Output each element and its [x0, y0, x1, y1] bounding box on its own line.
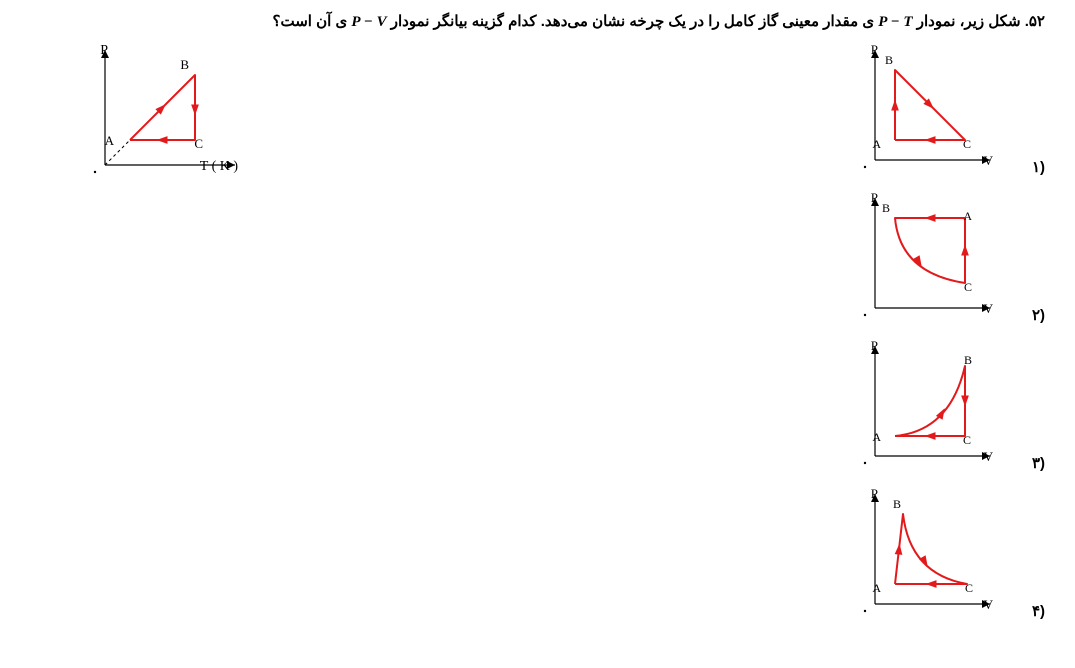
svg-text:C: C	[965, 581, 973, 595]
svg-text:C: C	[194, 136, 203, 151]
option-1-label: (۱	[1032, 158, 1045, 176]
svg-text:A: A	[963, 209, 972, 223]
option-1-chart: P V A B C	[855, 40, 1010, 185]
svg-text:B: B	[964, 353, 972, 367]
question-number: ۵۲.	[1025, 13, 1045, 30]
svg-text:P: P	[871, 486, 878, 501]
svg-text:A: A	[872, 581, 881, 595]
svg-text:C: C	[963, 433, 971, 447]
question-part2: ی مقدار معینی گاز کامل را در یک چرخه نشا…	[387, 13, 874, 30]
svg-text:B: B	[882, 201, 890, 215]
svg-text:A: A	[105, 133, 115, 148]
option-3-chart: P V A B C	[855, 336, 1010, 481]
svg-text:B: B	[885, 53, 893, 67]
svg-text:V: V	[984, 301, 994, 316]
svg-text:P: P	[100, 43, 108, 58]
svg-text:C: C	[964, 280, 972, 294]
svg-text:B: B	[180, 57, 189, 72]
question-part3: ی آن است؟	[273, 13, 348, 30]
svg-text:B: B	[893, 497, 901, 511]
option-3-label: (۳	[1032, 454, 1045, 472]
main-pt-chart: P T ( K ) A B C	[80, 40, 265, 190]
question-text: ۵۲. شکل زیر، نمودار P − T ی مقدار معینی …	[30, 8, 1045, 36]
pv-variable: P − V	[351, 14, 386, 30]
svg-text:V: V	[984, 449, 994, 464]
svg-text:A: A	[872, 137, 881, 151]
svg-text:C: C	[963, 137, 971, 151]
svg-text:V: V	[984, 153, 994, 168]
option-2-chart: P V A B C	[855, 188, 1010, 333]
option-2-label: (۲	[1032, 306, 1045, 324]
svg-text:P: P	[871, 338, 878, 353]
question-part1: شکل زیر، نمودار	[913, 13, 1021, 30]
svg-text:P: P	[871, 190, 878, 205]
pt-variable: P − T	[878, 14, 912, 30]
svg-text:T ( K ): T ( K )	[200, 159, 239, 174]
option-4-chart: P V A B C	[855, 484, 1010, 629]
svg-text:A: A	[872, 430, 881, 444]
svg-text:V: V	[984, 597, 994, 612]
svg-text:P: P	[871, 42, 878, 57]
option-4-label: (۴	[1032, 602, 1045, 620]
